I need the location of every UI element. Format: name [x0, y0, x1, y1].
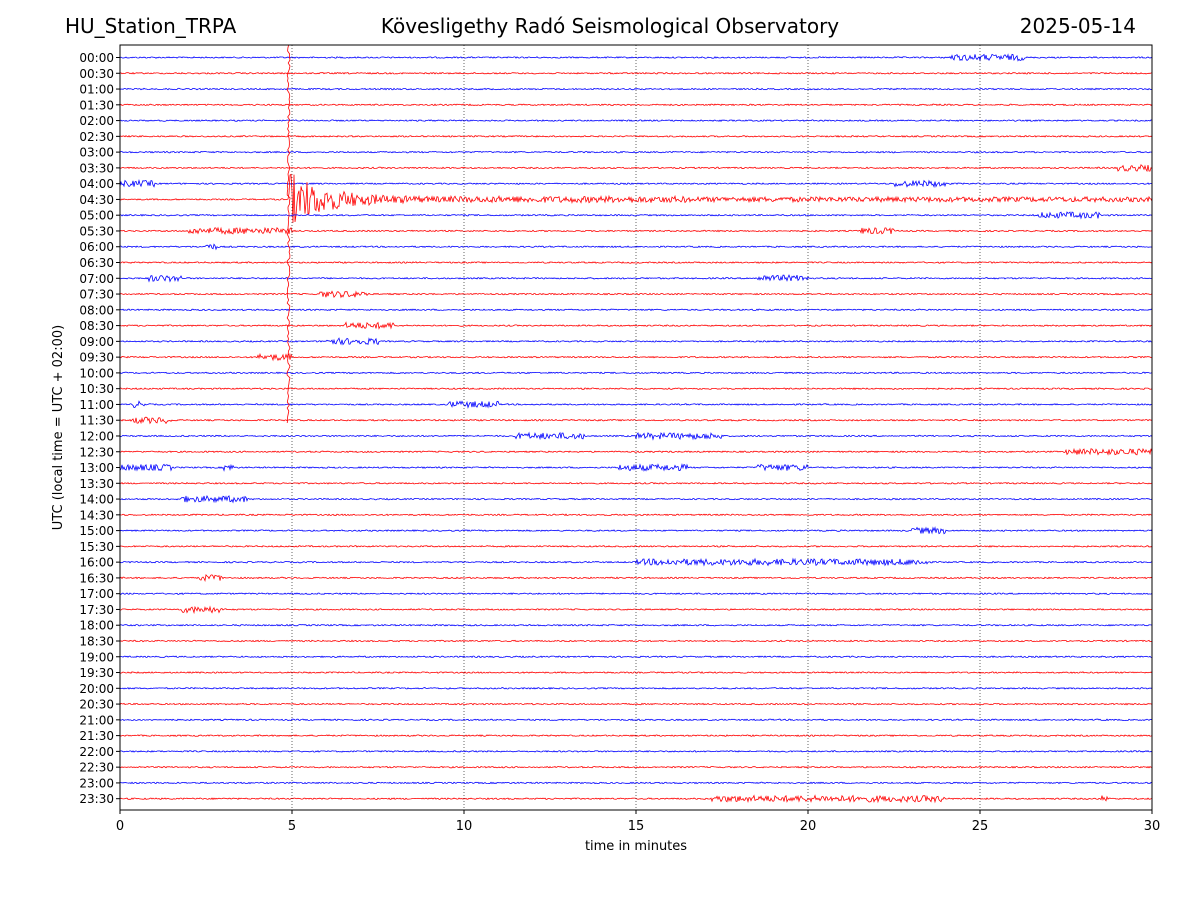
plot-frame: [119, 44, 1153, 811]
y-tick-label: 14:30: [79, 508, 114, 522]
trace-1500: [119, 526, 1153, 535]
x-tick-label: 30: [1144, 819, 1161, 834]
y-tick-label: 23:00: [79, 776, 114, 790]
y-tick-label: 20:30: [79, 698, 114, 712]
y-tick-label: 19:00: [79, 650, 114, 664]
y-tick-label: 02:30: [79, 130, 114, 144]
y-tick-label: 16:00: [79, 556, 114, 570]
y-tick-label: 02:00: [79, 114, 114, 128]
trace-1700: [119, 592, 1153, 595]
y-tick-label: 06:00: [79, 240, 114, 254]
y-tick-label: 00:00: [79, 51, 114, 65]
y-tick-label: 11:00: [79, 398, 114, 412]
observatory-title: Kövesligethy Radó Seismological Observat…: [380, 14, 840, 38]
y-tick-label: 06:30: [79, 256, 114, 270]
trace-2030: [119, 702, 1153, 706]
trace-0300: [119, 150, 1153, 154]
y-tick-label: 21:00: [79, 713, 114, 727]
y-tick-label: 23:30: [79, 792, 114, 806]
trace-0030: [119, 71, 1153, 75]
y-tick-label: 20:00: [79, 682, 114, 696]
trace-0430: [119, 173, 1153, 223]
trace-2300: [119, 781, 1153, 785]
y-tick-label: 01:30: [79, 98, 114, 112]
y-tick-label: 22:30: [79, 761, 114, 775]
y-tick-label: 09:30: [79, 351, 114, 365]
y-tick-label: 12:00: [79, 429, 114, 443]
y-tick-label: 00:30: [79, 67, 114, 81]
y-axis-label: UTC (local time = UTC + 02:00): [51, 325, 66, 530]
y-tick-label: 11:30: [79, 414, 114, 428]
trace-0100: [119, 87, 1153, 91]
y-tick-label: 03:30: [79, 161, 114, 175]
y-tick-label: 13:00: [79, 461, 114, 475]
trace-0330: [119, 164, 1153, 173]
y-tick-label: 12:30: [79, 445, 114, 459]
y-tick-label: 10:00: [79, 366, 114, 380]
trace-0500: [119, 211, 1153, 220]
y-tick-label: 03:00: [79, 146, 114, 160]
y-tick-label: 16:30: [79, 571, 114, 585]
trace-2230: [119, 765, 1153, 769]
x-tick-layer: 0 5 10 15 20 25 30: [116, 810, 1160, 834]
y-tick-label: 14:00: [79, 493, 114, 507]
y-tick-label: 07:30: [79, 288, 114, 302]
trace-2200: [119, 750, 1153, 753]
y-tick-label: 07:00: [79, 272, 114, 286]
y-tick-label: 04:00: [79, 177, 114, 191]
y-tick-label: 10:30: [79, 382, 114, 396]
x-axis-label: time in minutes: [585, 839, 687, 854]
trace-0900: [119, 337, 1152, 346]
y-tick-label: 18:00: [79, 619, 114, 633]
gridline-layer: [291, 45, 981, 810]
date-title: 2025-05-14: [1019, 14, 1136, 38]
trace-1030: [119, 387, 1153, 391]
y-tick-label: 15:30: [79, 540, 114, 554]
y-tick-label: 19:30: [79, 666, 114, 680]
x-tick-label: 20: [800, 819, 817, 834]
y-tick-label: 17:30: [79, 603, 114, 617]
y-tick-label: 17:00: [79, 587, 114, 601]
y-tick-label: 15:00: [79, 524, 114, 538]
x-tick-label: 0: [116, 819, 124, 834]
y-tick-label: 05:30: [79, 224, 114, 238]
trace-1430: [119, 513, 1153, 517]
x-tick-label: 25: [972, 819, 989, 834]
y-tick-label: 04:30: [79, 193, 114, 207]
y-tick-label: 08:30: [79, 319, 114, 333]
x-tick-label: 10: [456, 819, 473, 834]
trace-1630: [119, 574, 1153, 582]
trace-2000: [119, 686, 1153, 690]
y-tick-label: 18:30: [79, 634, 114, 648]
y-tick-label: 01:00: [79, 83, 114, 97]
trace-1230: [119, 447, 1153, 456]
trace-1830: [119, 639, 1153, 643]
y-tick-label: 21:30: [79, 729, 114, 743]
y-tick-label: 08:00: [79, 303, 114, 317]
station-title: HU_Station_TRPA: [65, 14, 237, 38]
x-tick-label: 15: [628, 819, 645, 834]
y-tick-label: 05:00: [79, 209, 114, 223]
trace-0700: [119, 274, 1153, 283]
event-spike: [286, 44, 291, 424]
y-tick-label: 09:00: [79, 335, 114, 349]
x-tick-label: 5: [288, 819, 296, 834]
y-tick-label: 22:00: [79, 745, 114, 759]
y-tick-label: 13:30: [79, 477, 114, 491]
trace-0630: [119, 261, 1153, 264]
